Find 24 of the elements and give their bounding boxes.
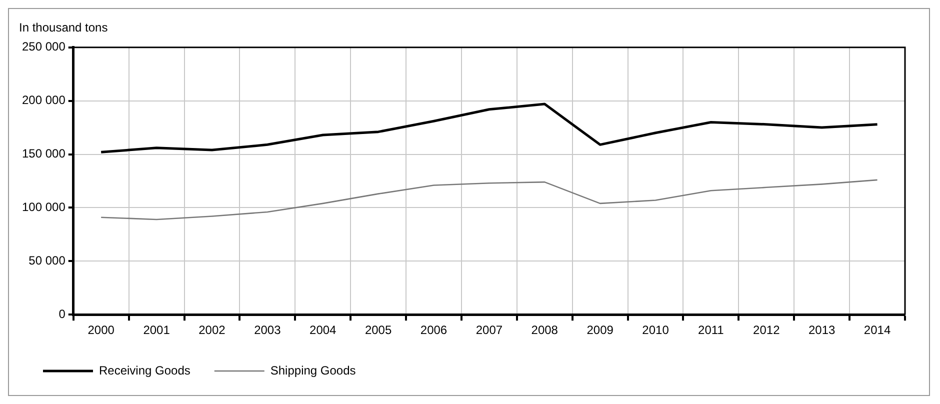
y-axis-title: In thousand tons	[19, 20, 108, 35]
x-tick-label: 2009	[586, 323, 614, 338]
x-tick-label: 2012	[753, 323, 780, 338]
x-tick-label: 2004	[310, 323, 337, 338]
y-tick-label: 250 000	[22, 40, 66, 54]
x-tick-label: 2006	[420, 323, 448, 338]
legend-label: Receiving Goods	[99, 363, 190, 378]
x-tick-label: 2001	[143, 323, 170, 338]
x-tick-label: 2007	[476, 323, 503, 338]
x-tick-label: 2008	[531, 323, 558, 338]
legend-label: Shipping Goods	[270, 363, 356, 378]
x-tick-label: 2014	[864, 323, 891, 338]
x-tick-label: 2003	[254, 323, 282, 338]
y-tick-label: 150 000	[22, 146, 66, 161]
y-tick-label: 200 000	[22, 93, 66, 108]
x-tick-label: 2011	[698, 323, 724, 338]
x-tick-label: 2000	[88, 323, 115, 338]
y-tick-label: 100 000	[22, 200, 66, 214]
y-tick-label: 0	[58, 306, 66, 321]
x-tick-label: 2002	[198, 323, 226, 338]
x-tick-label: 2005	[364, 323, 392, 338]
x-tick-label: 2010	[642, 323, 670, 338]
x-tick-label: 2013	[808, 323, 836, 338]
y-tick-label: 50 000	[28, 253, 66, 268]
